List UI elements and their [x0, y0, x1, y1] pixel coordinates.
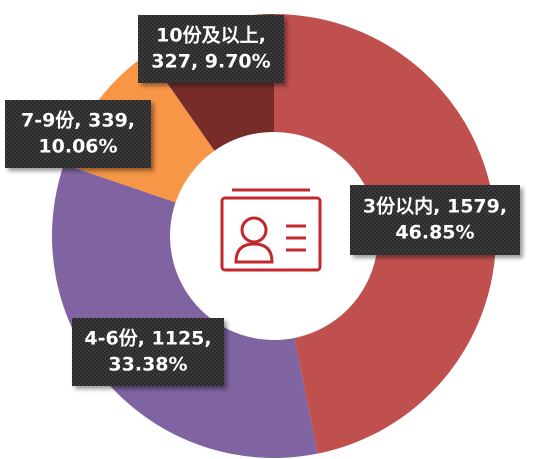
- data-label: 46.85%: [395, 222, 474, 244]
- data-label: 33.38%: [108, 354, 187, 376]
- data-label: 4-6份, 1125,: [84, 327, 211, 350]
- slice: [52, 164, 318, 458]
- data-label: 7-9份, 339,: [21, 109, 135, 132]
- data-label: 10.06%: [38, 136, 117, 158]
- center-icon: [220, 188, 322, 272]
- data-label: 10份及以上,: [156, 24, 266, 47]
- label-box: [350, 185, 520, 255]
- label-box: [72, 318, 224, 386]
- label-box: [138, 15, 284, 83]
- data-label: 3份以内, 1579,: [363, 195, 507, 218]
- label-box: [5, 100, 151, 168]
- data-label: 327, 9.70%: [151, 51, 270, 73]
